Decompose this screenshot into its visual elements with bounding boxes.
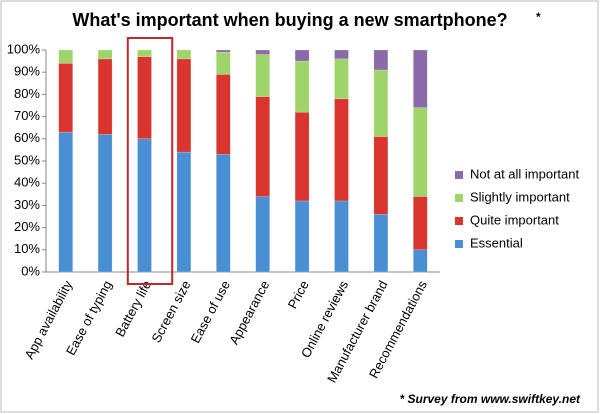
- bar-segment: [58, 131, 73, 273]
- y-tick-label: 20%: [14, 219, 40, 234]
- bar-segment: [413, 249, 428, 273]
- bar-segment: [137, 138, 152, 273]
- bar-segment: [176, 49, 192, 60]
- legend-swatch: [455, 240, 463, 248]
- legend-swatch: [455, 217, 463, 225]
- bar-segment: [334, 49, 349, 60]
- bar-segment: [373, 49, 389, 71]
- bar-segment: [294, 49, 310, 62]
- y-tick-label: 80%: [14, 86, 40, 101]
- bar-segment: [176, 151, 192, 273]
- bar-segment: [176, 58, 192, 153]
- bar-segment: [216, 154, 231, 273]
- legend-label: Slightly important: [470, 189, 570, 204]
- bar-segment: [216, 74, 231, 155]
- y-tick-label: 30%: [14, 197, 40, 212]
- legend-swatch: [455, 171, 463, 179]
- highlight-box: [126, 37, 174, 285]
- bar-segment: [97, 49, 113, 60]
- bar-segment: [255, 49, 270, 55]
- bar-segment: [137, 56, 152, 140]
- bar-segment: [255, 196, 270, 273]
- legend-swatch: [455, 194, 463, 202]
- bar-segment: [294, 60, 310, 113]
- y-tick-label: 40%: [14, 175, 40, 190]
- title-note: *: [536, 10, 541, 24]
- bar-segment: [216, 51, 231, 75]
- bar-segment: [413, 49, 428, 108]
- bar-segment: [373, 69, 389, 137]
- bar-segment: [334, 58, 349, 100]
- y-tick-label: 100%: [7, 41, 41, 56]
- legend-label: Not at all important: [470, 166, 579, 181]
- bar-segment: [58, 63, 73, 133]
- bar-segment: [97, 134, 113, 273]
- bar-segment: [294, 111, 310, 202]
- bar-segment: [334, 200, 349, 273]
- bar-segment: [294, 200, 310, 273]
- bar-segment: [97, 58, 113, 135]
- y-tick-label: 0%: [21, 263, 40, 278]
- legend-label: Essential: [470, 235, 523, 250]
- bar-segment: [413, 196, 428, 251]
- bar-segment: [255, 54, 270, 97]
- bar-segment: [58, 49, 73, 64]
- bar-segment: [413, 107, 428, 197]
- y-tick-label: 50%: [14, 152, 40, 167]
- bar-segment: [334, 98, 349, 202]
- legend-label: Quite important: [470, 212, 559, 227]
- bar-segment: [216, 49, 231, 53]
- bar-segment: [255, 96, 270, 197]
- y-tick-label: 90%: [14, 64, 40, 79]
- y-tick-label: 70%: [14, 108, 40, 123]
- footnote: * Survey from www.swiftkey.net: [400, 392, 582, 406]
- bar-segment: [137, 49, 152, 57]
- y-tick-label: 60%: [14, 130, 40, 145]
- bar-segment: [373, 214, 389, 273]
- y-tick-label: 10%: [14, 241, 40, 256]
- chart-title: What's important when buying a new smart…: [72, 10, 507, 30]
- bar-segment: [373, 136, 389, 215]
